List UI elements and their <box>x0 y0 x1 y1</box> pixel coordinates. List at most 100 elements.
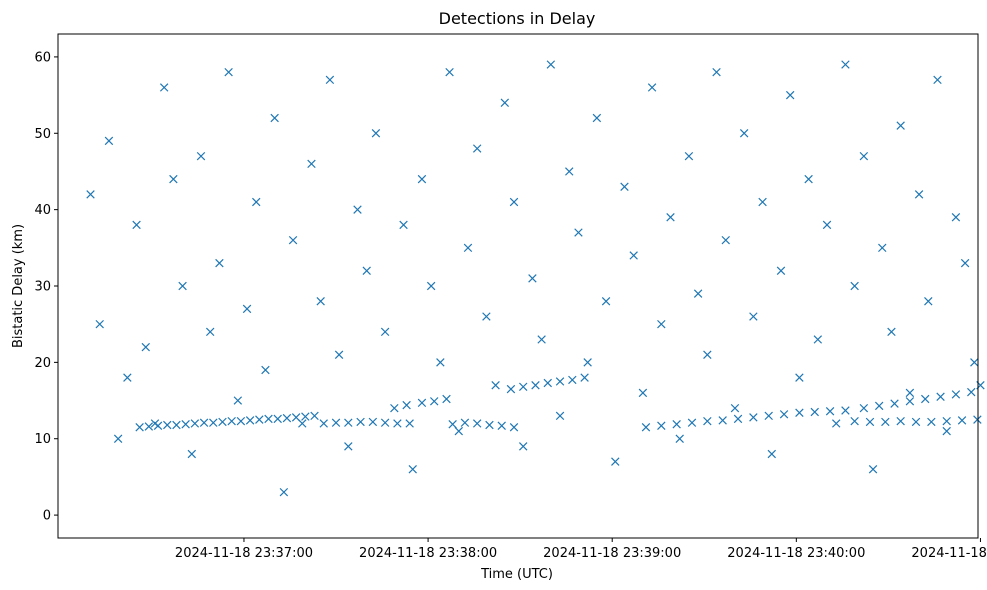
marker-9-71 <box>739 129 749 138</box>
marker-6-0 <box>850 416 859 426</box>
marker-9-34 <box>399 220 408 230</box>
marker-1-3 <box>356 417 365 427</box>
marker-9-92 <box>933 75 942 85</box>
x-tick-label-1: 2024-11-18 23:38:00 <box>359 546 497 561</box>
marker-0-0 <box>135 423 144 432</box>
marker-3-2 <box>472 419 482 428</box>
marker-9-9 <box>169 174 178 184</box>
marker-9-46 <box>509 197 519 207</box>
y-tick-label-1: 10 <box>34 432 51 447</box>
marker-9-4 <box>123 373 132 382</box>
marker-9-42 <box>472 144 482 153</box>
marker-1-1 <box>331 418 341 427</box>
x-axis-label: Time (UTC) <box>480 567 553 582</box>
marker-6-7 <box>957 416 967 425</box>
marker-5-1 <box>657 421 666 430</box>
marker-9-79 <box>813 335 823 344</box>
marker-9-69 <box>721 235 730 245</box>
marker-9-32 <box>380 327 390 337</box>
marker-5-4 <box>703 416 712 426</box>
marker-9-94 <box>951 213 961 222</box>
marker-9-49 <box>537 335 546 344</box>
marker-9-80 <box>822 220 832 230</box>
marker-9-52 <box>565 167 574 176</box>
marker-9-8 <box>159 83 169 92</box>
marker-9-84 <box>859 151 869 161</box>
marker-9-67 <box>703 350 712 359</box>
marker-1-5 <box>380 418 390 427</box>
marker-9-74 <box>767 449 777 459</box>
marker-9-20 <box>270 113 279 123</box>
marker-9-25 <box>316 297 325 306</box>
marker-5-2 <box>672 419 681 429</box>
y-tick-label-6: 60 <box>34 50 51 65</box>
marker-9-72 <box>749 312 758 321</box>
marker-9-96 <box>970 358 979 367</box>
y-tick-label-2: 20 <box>34 356 51 371</box>
marker-7-3 <box>905 397 915 406</box>
marker-1-0 <box>319 419 328 428</box>
marker-9-39 <box>445 67 454 77</box>
marker-4-5 <box>568 375 577 385</box>
marker-3-1 <box>460 418 470 427</box>
marker-7-6 <box>951 390 961 399</box>
marker-3-4 <box>497 421 506 430</box>
marker-9-45 <box>500 98 510 107</box>
marker-7-4 <box>920 394 930 404</box>
marker-9-35 <box>408 465 417 474</box>
marker-9-48 <box>528 274 537 283</box>
marker-0-9 <box>218 417 227 427</box>
marker-9-89 <box>905 388 915 398</box>
marker-9-10 <box>178 281 187 291</box>
marker-9-40 <box>454 426 463 436</box>
marker-6-8 <box>973 415 982 424</box>
marker-9-53 <box>574 228 583 237</box>
marker-9-29 <box>353 205 362 214</box>
marker-2-3 <box>442 394 451 404</box>
y-tick-label-0: 0 <box>43 509 51 524</box>
marker-0-6 <box>190 419 200 428</box>
marker-2-0 <box>402 400 411 410</box>
marker-9-22 <box>288 235 298 245</box>
marker-9-11 <box>187 449 197 459</box>
marker-0-3 <box>163 420 172 430</box>
marker-9-58 <box>620 182 629 191</box>
marker-9-56 <box>601 297 611 306</box>
marker-5-9 <box>779 410 789 419</box>
chart-title: Detections in Delay <box>439 9 596 28</box>
marker-6-5 <box>927 417 936 427</box>
marker-9-86 <box>878 243 887 253</box>
marker-9-51 <box>555 411 565 421</box>
y-axis-label: Bistatic Delay (km) <box>11 224 26 348</box>
marker-6-4 <box>911 417 921 427</box>
marker-9-15 <box>224 67 233 77</box>
marker-9-26 <box>325 75 335 85</box>
x-tick-label-4: 2024-11-18 23:41:00 <box>911 546 987 561</box>
marker-9-17 <box>242 304 252 314</box>
marker-6-6 <box>942 416 951 426</box>
marker-0-18 <box>301 412 310 421</box>
marker-9-77 <box>795 373 804 382</box>
marker-0-1 <box>144 422 154 431</box>
marker-9-37 <box>426 281 436 291</box>
marker-1-2 <box>344 418 353 427</box>
marker-9-3 <box>113 434 123 443</box>
marker-9-2 <box>104 136 114 146</box>
marker-4-4 <box>555 377 565 386</box>
y-tick-label-3: 30 <box>34 280 51 295</box>
marker-9-13 <box>205 327 215 337</box>
marker-9-63 <box>666 213 675 222</box>
marker-9-95 <box>960 258 970 268</box>
marker-9-68 <box>712 67 721 77</box>
marker-9-19 <box>261 365 270 375</box>
y-tick-label-4: 40 <box>34 203 51 218</box>
marker-6-3 <box>896 416 905 426</box>
marker-9-21 <box>279 487 289 497</box>
marker-1-6 <box>393 419 402 428</box>
marker-9-33 <box>390 403 399 413</box>
marker-9-24 <box>307 159 316 169</box>
marker-7-5 <box>936 392 945 401</box>
marker-0-12 <box>245 416 255 425</box>
